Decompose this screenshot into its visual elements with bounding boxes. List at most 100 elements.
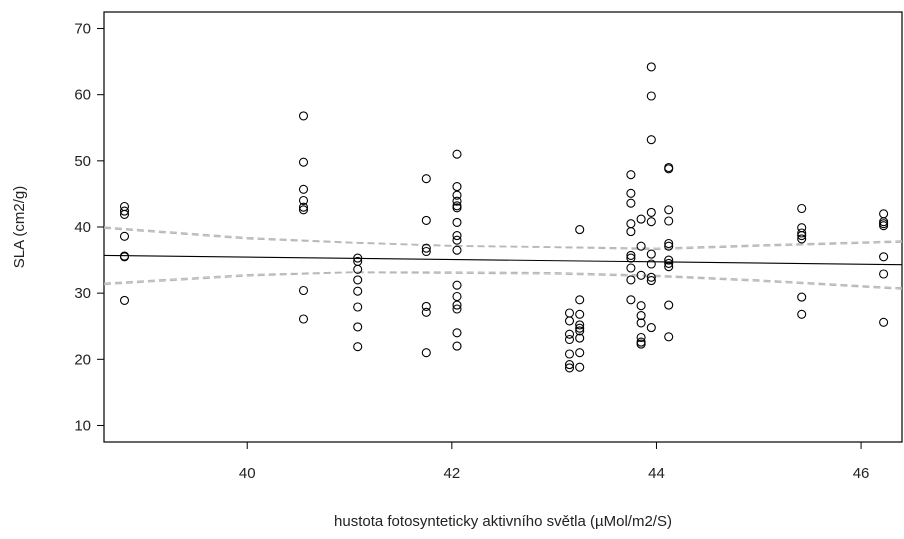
data-point: [452, 149, 462, 159]
data-point: [298, 195, 309, 206]
data-point: [564, 316, 575, 326]
data-point: [797, 228, 807, 238]
data-point: [664, 262, 674, 272]
data-point: [298, 205, 309, 215]
data-point: [452, 231, 462, 241]
confidence-bands: [103, 226, 903, 290]
data-point: [119, 201, 130, 212]
data-point: [564, 308, 575, 318]
data-point: [797, 231, 807, 241]
data-point: [797, 203, 807, 214]
data-point: [452, 217, 462, 227]
data-point: [575, 320, 585, 330]
data-point: [626, 198, 636, 208]
data-point: [452, 201, 462, 211]
y-axis-title: SLA (cm2/g): [11, 186, 28, 269]
data-point: [421, 174, 431, 184]
data-point: [636, 337, 646, 347]
data-point: [452, 300, 462, 310]
data-point: [626, 170, 636, 180]
data-point: [298, 157, 309, 167]
data-point: [879, 269, 889, 279]
data-point: [626, 188, 636, 198]
y-tick-label: 70: [74, 21, 91, 38]
confidence-band-4: [103, 271, 903, 289]
data-point: [421, 348, 431, 358]
x-tick-label: 40: [239, 465, 256, 482]
data-point: [298, 202, 309, 212]
data-point: [452, 304, 462, 314]
data-point: [636, 301, 646, 311]
y-tick-label: 50: [74, 153, 91, 170]
data-point: [646, 217, 656, 227]
x-tick-label: 44: [648, 465, 665, 482]
data-point: [626, 219, 636, 229]
data-point: [452, 235, 462, 245]
data-point: [626, 250, 636, 260]
data-point: [879, 221, 889, 231]
data-point: [452, 291, 462, 302]
data-points: [119, 62, 889, 373]
data-point: [298, 111, 309, 121]
x-axis-title: hustota fotosynteticky aktivního světla …: [334, 513, 672, 530]
data-point: [564, 363, 575, 373]
data-point: [353, 264, 363, 274]
data-point: [664, 258, 674, 268]
data-point: [626, 227, 636, 237]
y-axis: 10 20 30 40 50 60 70: [74, 21, 104, 434]
data-point: [575, 309, 585, 319]
data-point: [575, 225, 585, 235]
data-point: [636, 339, 646, 349]
x-tick-label: 46: [853, 465, 870, 482]
data-point: [575, 295, 585, 305]
data-point: [636, 311, 646, 321]
data-point: [353, 342, 363, 352]
data-point: [421, 307, 431, 317]
data-point: [626, 263, 636, 273]
data-point: [353, 322, 363, 332]
data-point: [636, 318, 646, 328]
data-point: [564, 334, 575, 345]
data-point: [452, 203, 462, 213]
data-point: [646, 135, 656, 145]
data-point: [664, 241, 674, 251]
data-point: [298, 314, 309, 324]
data-point: [353, 286, 363, 296]
data-point: [119, 295, 130, 305]
data-point: [664, 332, 674, 342]
data-point: [879, 252, 889, 262]
plot-frame: [103, 11, 903, 443]
regression-line-group: [103, 254, 903, 266]
data-point: [575, 323, 585, 333]
data-point: [575, 348, 585, 358]
data-point: [626, 253, 636, 263]
data-point: [353, 275, 363, 285]
y-tick-label: 30: [74, 285, 91, 302]
data-point: [452, 182, 462, 192]
data-point: [664, 255, 674, 265]
data-point: [421, 301, 431, 311]
data-point: [119, 209, 130, 219]
x-axis: 40 42 44 46: [239, 442, 870, 482]
data-point: [646, 207, 656, 217]
data-point: [452, 190, 462, 200]
data-point: [564, 329, 575, 339]
data-point: [664, 300, 674, 310]
data-point: [646, 272, 656, 282]
data-point: [664, 164, 674, 174]
data-point: [421, 215, 431, 225]
data-point: [636, 241, 646, 251]
confidence-band-1: [103, 226, 903, 249]
data-point: [421, 243, 431, 253]
data-point: [353, 253, 363, 263]
data-point: [626, 295, 636, 305]
data-point: [664, 216, 674, 226]
data-point: [353, 302, 363, 312]
data-point: [797, 292, 807, 302]
data-point: [664, 238, 674, 249]
data-point: [646, 249, 656, 259]
data-point: [664, 205, 674, 215]
data-point: [421, 246, 431, 257]
x-tick-label: 42: [444, 465, 461, 482]
